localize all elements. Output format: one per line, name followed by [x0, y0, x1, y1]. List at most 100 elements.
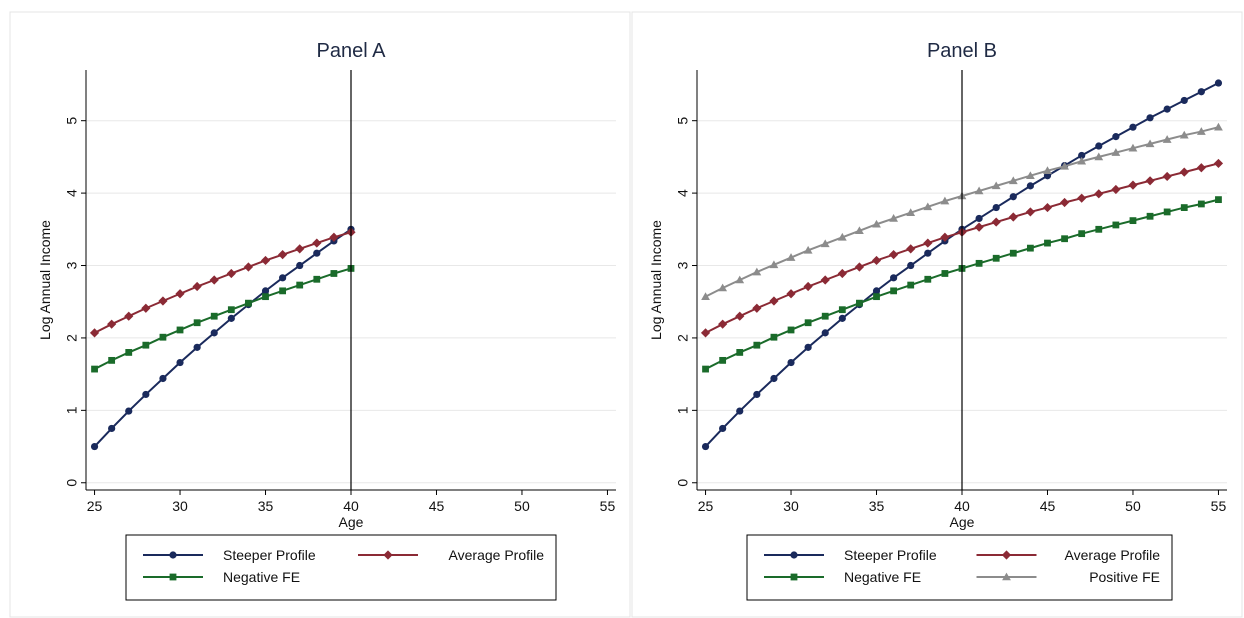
x-tick-label: 35 [258, 498, 274, 514]
chart-title: Panel B [927, 40, 997, 62]
data-point [941, 270, 949, 277]
y-tick-label: 3 [675, 261, 691, 269]
x-tick-label: 40 [954, 498, 970, 514]
data-point [752, 267, 762, 276]
legend-label: Positive FE [1089, 569, 1160, 585]
data-point [753, 341, 761, 349]
data-point [279, 274, 287, 282]
data-point [227, 306, 235, 314]
data-point [210, 312, 218, 320]
data-point [329, 232, 339, 242]
data-point [907, 281, 915, 289]
data-point [1043, 166, 1052, 174]
data-point [141, 303, 151, 313]
data-point [856, 299, 863, 307]
data-point [1077, 193, 1087, 203]
legend-swatch-marker [1001, 550, 1012, 560]
x-tick-label: 30 [172, 498, 188, 514]
legend-label: Steeper Profile [223, 547, 316, 563]
data-point [890, 274, 898, 282]
data-point [125, 407, 133, 415]
legend-item: Positive FE [976, 569, 1160, 585]
data-point [735, 275, 745, 284]
data-point [1061, 235, 1068, 243]
x-tick-label: 50 [514, 498, 530, 514]
data-point [278, 250, 288, 260]
data-point [176, 326, 184, 334]
y-tick-label: 5 [64, 117, 80, 125]
data-point [175, 289, 185, 299]
y-tick-label: 4 [675, 189, 691, 197]
legend-item: Steeper Profile [764, 547, 937, 563]
panel-frame [631, 11, 1243, 618]
x-tick-label: 45 [429, 498, 445, 514]
data-point [210, 329, 218, 337]
data-point [1180, 204, 1188, 211]
legend-label: Negative FE [844, 569, 921, 585]
data-point [872, 287, 881, 295]
data-point [262, 293, 269, 301]
data-point [1145, 139, 1155, 148]
x-tick-label: 55 [600, 498, 616, 514]
x-tick-label: 25 [698, 498, 714, 514]
data-point [974, 186, 984, 195]
legend-label: Average Profile [449, 547, 545, 563]
panel-frame [9, 11, 631, 618]
data-point [1044, 239, 1051, 247]
data-point [992, 254, 1000, 262]
data-point [125, 349, 133, 356]
data-point [1112, 221, 1120, 229]
data-point [124, 311, 134, 321]
data-point [193, 319, 201, 327]
data-point [871, 255, 882, 266]
x-tick-label: 40 [343, 498, 359, 514]
data-point [227, 314, 235, 322]
data-point [1129, 217, 1137, 225]
legend-item: Negative FE [764, 569, 921, 585]
legend-swatch-marker [169, 573, 177, 581]
data-point [1162, 135, 1172, 143]
data-point [313, 275, 321, 283]
legend-swatch-marker [383, 550, 393, 560]
data-point [700, 328, 711, 338]
data-point [837, 232, 847, 241]
data-point [158, 296, 168, 306]
data-point [1146, 114, 1154, 122]
legend-label: Average Profile [1065, 547, 1161, 563]
data-point [735, 311, 745, 321]
data-point [906, 244, 916, 254]
data-point [1112, 133, 1120, 141]
data-point [296, 281, 304, 289]
data-point [261, 287, 270, 295]
series-negative-fe [702, 196, 1222, 373]
data-point [159, 333, 167, 341]
data-point [803, 281, 813, 292]
data-point [260, 255, 271, 266]
data-point [313, 249, 321, 257]
data-point [1196, 127, 1206, 135]
legend-label: Negative FE [223, 569, 300, 585]
data-point [142, 390, 150, 399]
data-point [804, 319, 812, 327]
data-point [1196, 163, 1206, 173]
legend-swatch-marker [169, 551, 177, 559]
data-point [991, 181, 1001, 190]
data-point [975, 214, 983, 223]
data-point [1009, 193, 1017, 201]
data-point [753, 390, 761, 399]
data-point [1026, 182, 1034, 190]
data-point [854, 262, 865, 272]
data-point [1128, 180, 1138, 190]
y-axis-label: Log Annual Income [37, 220, 53, 340]
data-point [701, 292, 710, 300]
x-tick-label: 25 [87, 498, 103, 514]
legend-item: Negative FE [143, 569, 300, 585]
data-point [719, 424, 727, 433]
data-point [889, 214, 899, 222]
y-tick-label: 0 [675, 479, 691, 487]
data-point [1179, 130, 1189, 139]
data-point [770, 374, 778, 383]
data-point [736, 349, 744, 356]
y-tick-label: 1 [675, 406, 691, 414]
